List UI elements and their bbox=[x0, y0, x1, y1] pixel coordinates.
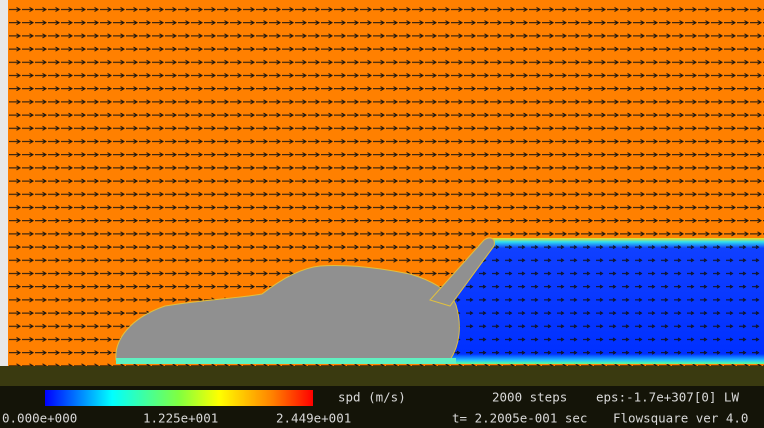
legend-max: 2.449e+001 bbox=[276, 411, 351, 426]
time: t= 2.2005e-001 sec bbox=[452, 411, 587, 426]
flow-view: spd (m/s) 2000 steps eps:-1.7e+307[0] LW… bbox=[0, 0, 764, 428]
eps: eps:-1.7e+307[0] LW bbox=[596, 390, 739, 405]
legend-mid: 1.225e+001 bbox=[143, 411, 218, 426]
version: Flowsquare ver 4.0 bbox=[613, 411, 748, 426]
steps: 2000 steps bbox=[492, 390, 567, 405]
underbody-flow bbox=[116, 358, 456, 364]
ground bbox=[0, 366, 764, 386]
legend-min: 0.000e+000 bbox=[2, 411, 77, 426]
color-bar bbox=[45, 390, 313, 406]
legend-label: spd (m/s) bbox=[338, 390, 406, 405]
margin bbox=[0, 0, 8, 372]
